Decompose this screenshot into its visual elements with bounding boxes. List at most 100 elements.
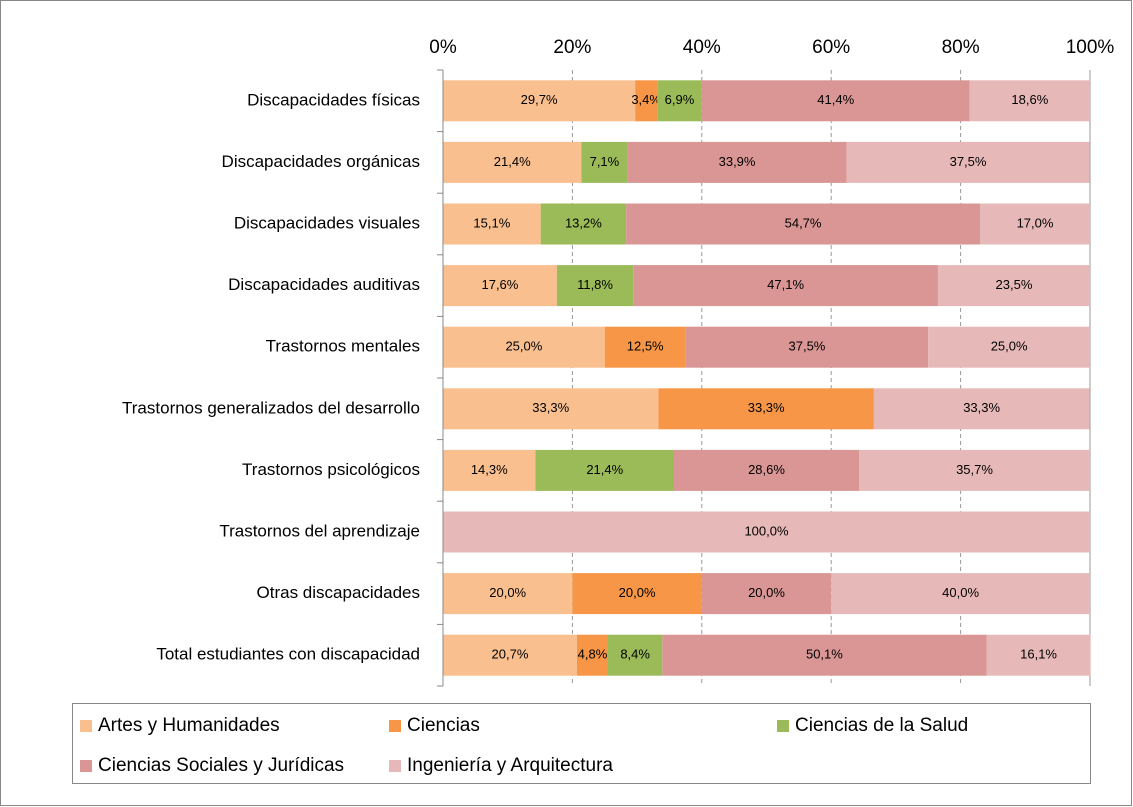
data-label: 23,5%	[996, 277, 1033, 292]
data-label: 35,7%	[956, 462, 993, 477]
x-tick-label: 100%	[1066, 37, 1115, 58]
data-label: 33,9%	[719, 154, 756, 169]
legend-swatch	[389, 760, 401, 772]
data-label: 20,0%	[619, 585, 656, 600]
bar-segment	[846, 141, 1090, 183]
bar-segment	[443, 573, 573, 615]
bar-segment	[607, 634, 663, 676]
bar-segment	[928, 326, 1090, 368]
bar-segment	[980, 203, 1090, 245]
data-label: 33,3%	[532, 400, 569, 415]
legend-label: Ciencias Sociales y Jurídicas	[98, 755, 344, 776]
data-label: 33,3%	[748, 400, 785, 415]
bar-segment	[701, 573, 832, 615]
bar-segment	[443, 203, 541, 245]
bar-segment	[873, 388, 1090, 430]
legend-swatch	[389, 720, 401, 732]
x-tick-label: 80%	[942, 37, 980, 58]
bar-segment	[581, 141, 628, 183]
data-label: 50,1%	[806, 647, 843, 662]
data-label: 6,9%	[665, 92, 695, 107]
y-tick-label: Trastornos psicológicos	[242, 460, 420, 479]
data-label: 21,4%	[586, 462, 623, 477]
data-label: 33,3%	[963, 400, 1000, 415]
legend-swatch	[80, 720, 92, 732]
bar-segment	[626, 203, 981, 245]
y-tick-label: Otras discapacidades	[257, 583, 420, 602]
legend-label: Artes y Humanidades	[98, 715, 280, 736]
data-label: 8,4%	[620, 647, 650, 662]
bar-segment	[657, 80, 702, 122]
bar-segment	[986, 634, 1091, 676]
data-label: 4,8%	[578, 647, 608, 662]
y-tick-label: Discapacidades auditivas	[228, 275, 420, 294]
data-label: 7,1%	[590, 154, 620, 169]
y-tick-label: Discapacidades físicas	[247, 90, 420, 109]
bar-segment	[859, 449, 1090, 491]
data-label: 11,8%	[577, 277, 613, 292]
data-label: 21,4%	[494, 154, 531, 169]
bar-segment	[576, 634, 608, 676]
data-label: 25,0%	[505, 339, 542, 354]
data-label: 37,5%	[950, 154, 987, 169]
x-tick-label: 0%	[429, 37, 457, 58]
data-label: 14,3%	[471, 462, 508, 477]
legend-box	[72, 703, 1091, 784]
data-label: 16,1%	[1020, 647, 1057, 662]
bar-segment	[831, 573, 1090, 615]
bar-segment	[443, 634, 577, 676]
bar-segment	[969, 80, 1090, 122]
legend-label: Ciencias de la Salud	[795, 715, 968, 736]
bar-segment	[701, 80, 970, 122]
data-label: 25,0%	[991, 339, 1028, 354]
data-label: 13,2%	[565, 215, 602, 230]
data-label: 12,5%	[627, 339, 664, 354]
bar-segment	[556, 265, 634, 307]
bar-segment	[443, 449, 536, 491]
data-label: 41,4%	[817, 92, 854, 107]
x-tick-label: 20%	[553, 37, 591, 58]
legend-swatch	[80, 760, 92, 772]
legend-label: Ingeniería y Arquitectura	[407, 755, 613, 776]
bar-segment	[604, 326, 686, 368]
data-label: 20,0%	[748, 585, 785, 600]
bar-segment	[635, 80, 658, 122]
x-tick-label: 60%	[812, 37, 850, 58]
y-tick-label: Total estudiantes con discapacidad	[156, 645, 420, 664]
y-tick-label: Trastornos mentales	[266, 337, 420, 356]
data-label: 20,7%	[492, 647, 529, 662]
data-label: 40,0%	[942, 585, 979, 600]
data-label: 29,7%	[521, 92, 558, 107]
bar-segment	[535, 449, 674, 491]
legend-swatch	[777, 720, 789, 732]
bar-segment	[443, 388, 659, 430]
bar-segment	[658, 388, 874, 430]
bar-segment	[443, 141, 582, 183]
bar-segment	[443, 80, 636, 122]
y-tick-label: Trastornos del aprendizaje	[219, 521, 420, 540]
x-tick-label: 40%	[683, 37, 721, 58]
bar-segment	[662, 634, 987, 676]
bar-segment	[633, 265, 938, 307]
data-label: 17,0%	[1017, 215, 1054, 230]
bar-segment	[937, 265, 1090, 307]
bar-segment	[443, 511, 1090, 553]
bar-segment	[685, 326, 929, 368]
data-label: 15,1%	[473, 215, 510, 230]
data-label: 20,0%	[489, 585, 526, 600]
y-tick-label: Trastornos generalizados del desarrollo	[122, 398, 420, 417]
bar-segment	[673, 449, 860, 491]
bar-segment	[443, 326, 605, 368]
data-label: 28,6%	[748, 462, 785, 477]
legend-label: Ciencias	[407, 715, 480, 736]
bar-segment	[572, 573, 702, 615]
bar-segment	[540, 203, 627, 245]
data-label: 3,4%	[631, 92, 661, 107]
data-label: 17,6%	[481, 277, 518, 292]
data-label: 47,1%	[767, 277, 804, 292]
data-label: 18,6%	[1011, 92, 1048, 107]
y-tick-label: Discapacidades orgánicas	[222, 152, 420, 171]
y-tick-label: Discapacidades visuales	[234, 213, 420, 232]
bar-segment	[443, 265, 557, 307]
